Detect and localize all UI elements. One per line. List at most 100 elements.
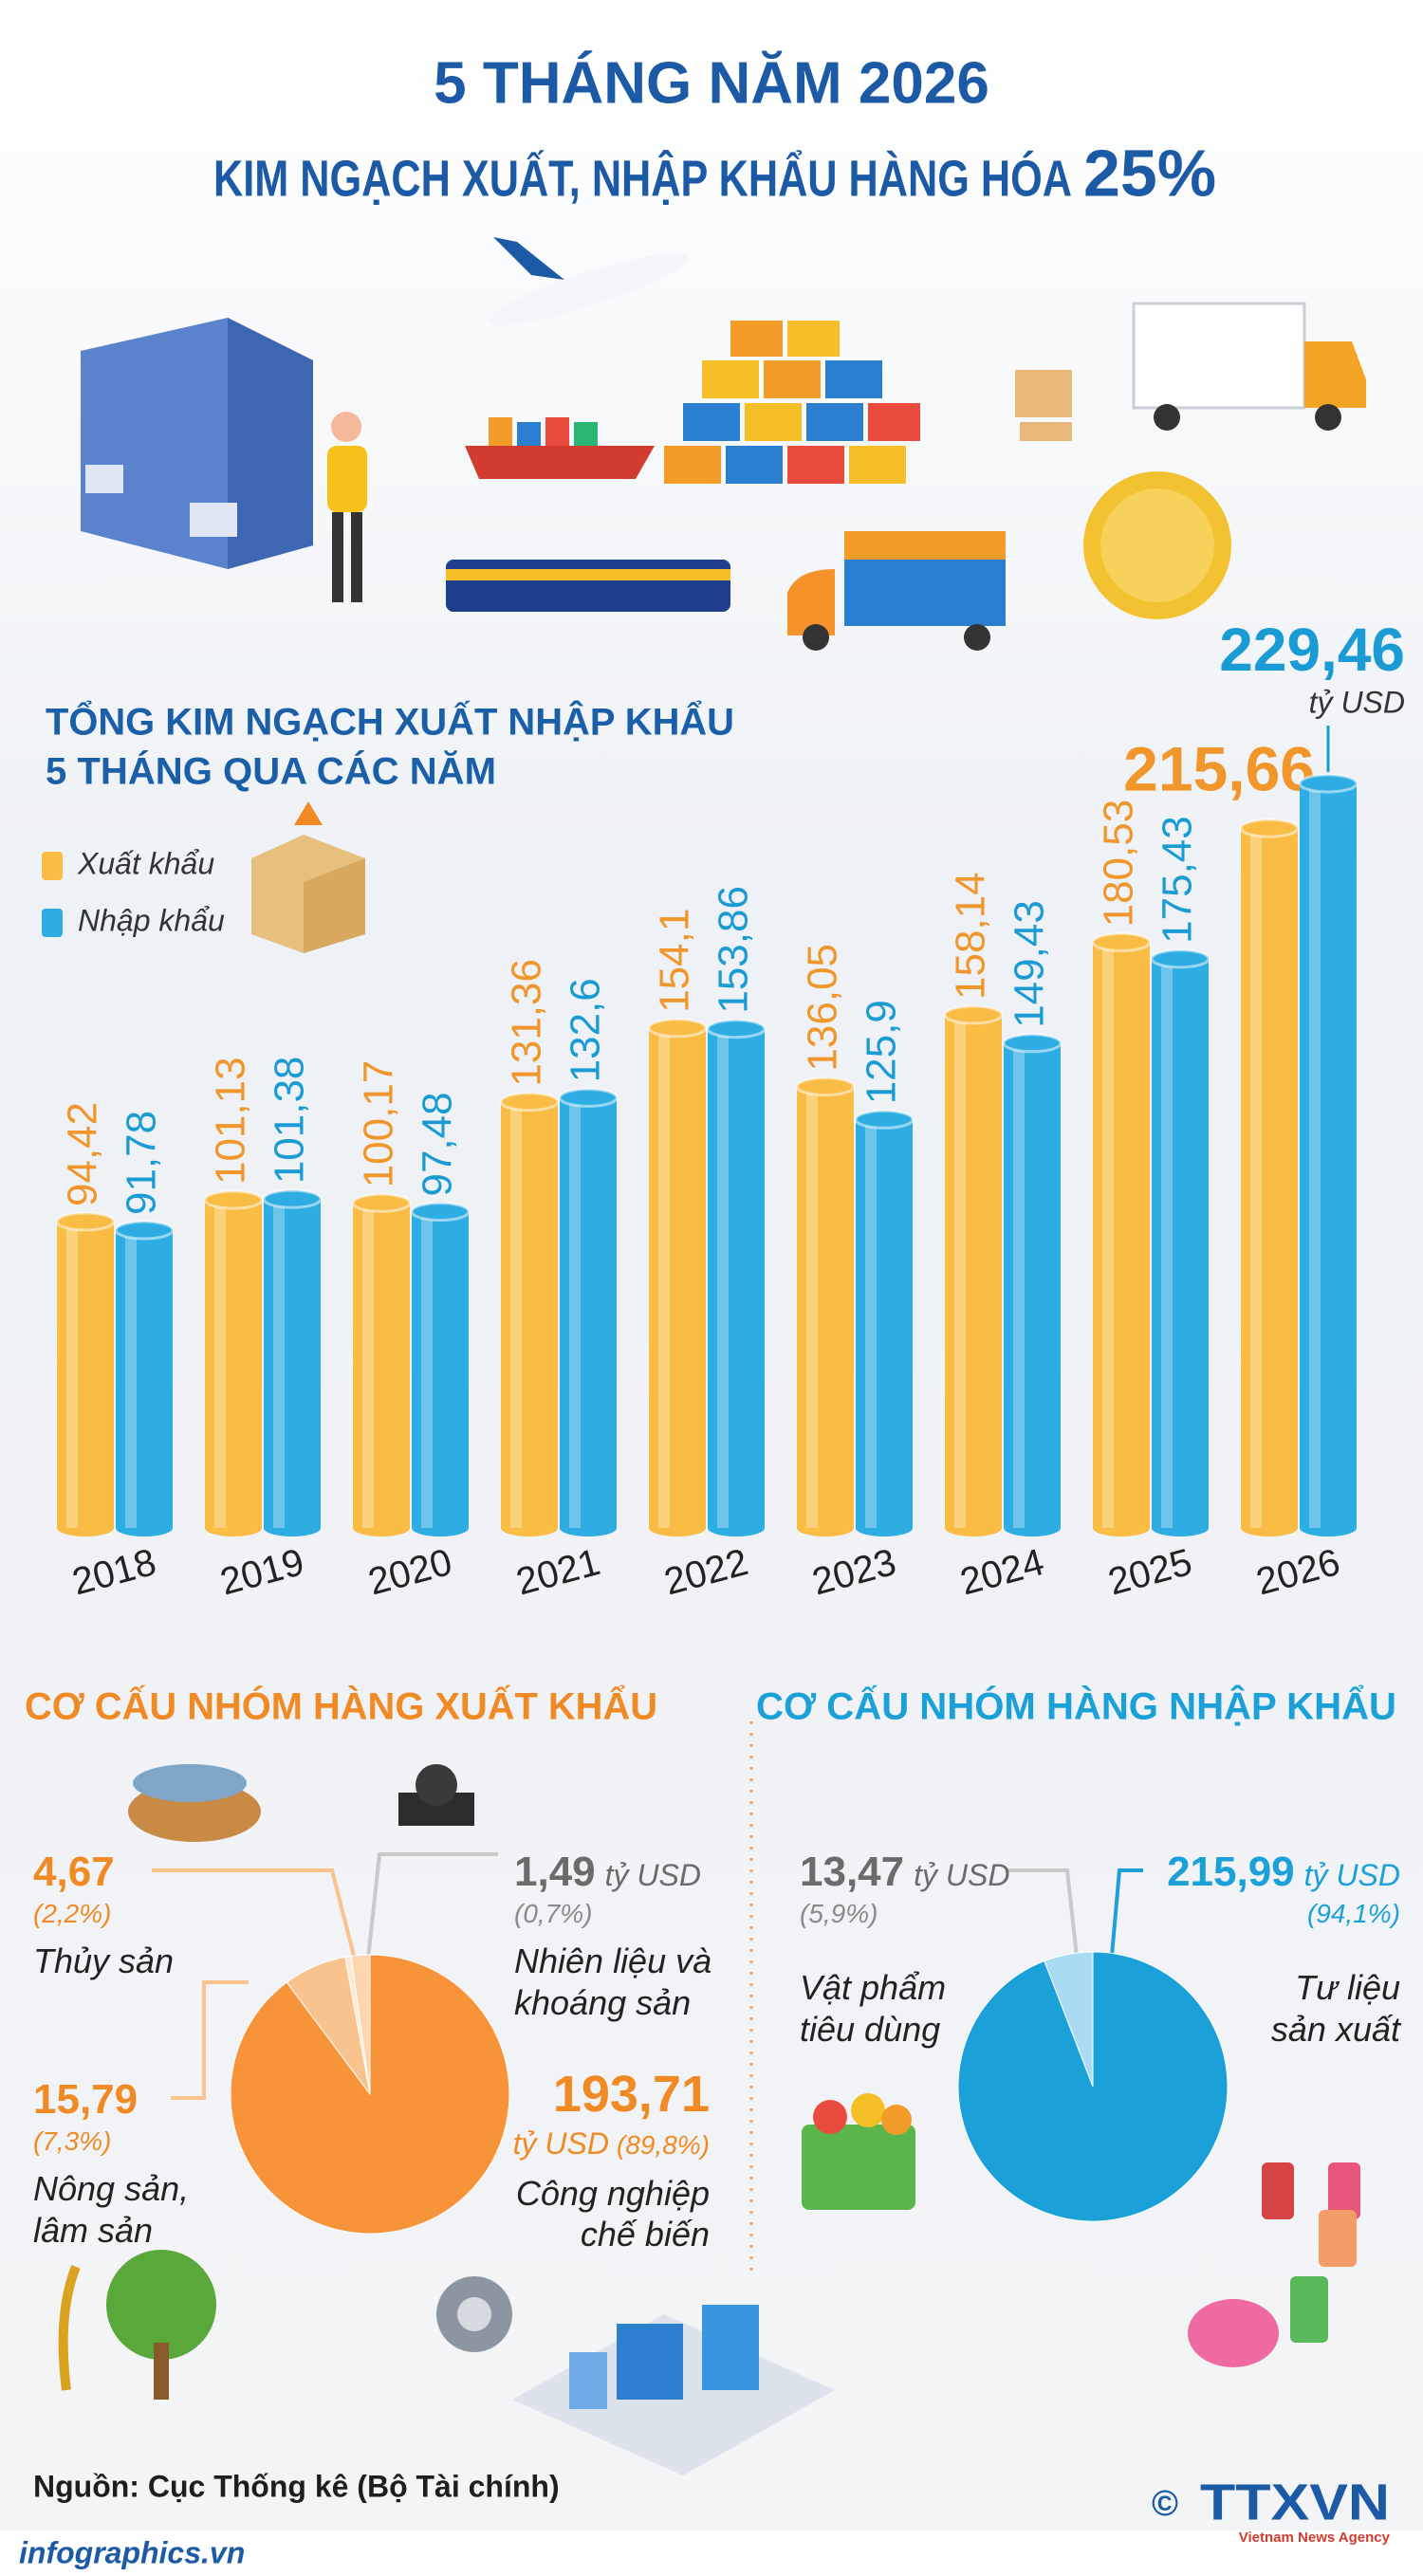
value-row: 215,99 tỷ USD — [1167, 1848, 1400, 1898]
bar-shine — [1250, 828, 1262, 1528]
category-label: Vật phẩm tiêu dùng — [800, 1968, 947, 2049]
legend-label: Nhập khẩu — [78, 903, 225, 937]
value-label: 131,36 — [504, 959, 550, 1087]
bar — [1300, 783, 1357, 1528]
slice-label: 193,71 tỷ USD (89,8%) Công nghiệp chế biến — [513, 2064, 710, 2255]
value-label: 215,99 — [1167, 1849, 1295, 1895]
pie-title: CƠ CẤU NHÓM HÀNG XUẤT KHẨU — [25, 1684, 657, 1728]
bar — [649, 1027, 706, 1528]
bar — [856, 1119, 913, 1528]
slice-label: 4,67 (2,2%) Thủy sản — [33, 1848, 174, 1982]
bar — [116, 1230, 173, 1528]
bar — [353, 1203, 410, 1528]
bar-shine — [273, 1199, 285, 1528]
unit-label: tỷ USD — [512, 2125, 609, 2161]
bar-cap — [351, 1192, 412, 1213]
share-label: (94,1%) — [1306, 1898, 1400, 1928]
share-row: tỷ USD (89,8%) — [513, 2125, 710, 2162]
value-label: 153,86 — [711, 886, 757, 1014]
value-label: 154,1 — [652, 909, 698, 1013]
unit-label: tỷ USD — [914, 1858, 1010, 1892]
value-label: 180,53 — [1096, 800, 1142, 928]
bar-cap — [854, 1109, 915, 1130]
bar-shine — [865, 1119, 877, 1528]
illustration — [81, 237, 1366, 953]
value-label: 229,46 — [1219, 616, 1405, 684]
bar-cap — [647, 1018, 708, 1039]
value-label: 158,14 — [948, 872, 994, 1000]
slice-label: 15,79 (7,3%) Nông sản, lâm sản — [33, 2075, 189, 2251]
bar — [501, 1101, 558, 1528]
value-label: 132,6 — [563, 978, 609, 1082]
pie-title: CƠ CẤU NHÓM HÀNG NHẬP KHẨU — [756, 1684, 1396, 1728]
footer-band — [0, 2530, 1423, 2576]
bar-cap — [1091, 931, 1152, 952]
bar-shine — [1102, 942, 1114, 1528]
headline: KIM NGẠCH XUẤT, NHẬP KHẨU HÀNG HÓA — [213, 149, 1072, 207]
bar-shine — [510, 1101, 522, 1528]
value-label: 100,17 — [356, 1060, 402, 1188]
bar-shine — [806, 1086, 818, 1528]
bar — [560, 1097, 617, 1528]
bar-shine — [1161, 958, 1173, 1528]
share-label: (7,3%) — [33, 2125, 112, 2156]
bar — [412, 1211, 469, 1528]
value-label: 136,05 — [800, 944, 846, 1072]
source: Nguồn: Cục Thống kê (Bộ Tài chính) — [33, 2469, 560, 2503]
value-row: 13,47 tỷ USD — [800, 1848, 1009, 1898]
bar-shine — [1013, 1042, 1025, 1528]
bar — [797, 1086, 854, 1528]
share-label: (5,9%) — [800, 1898, 878, 1928]
slice-label: 1,49 tỷ USD (0,7%) Nhiên liệu và khoáng sản — [514, 1848, 712, 2023]
copyright: © — [1152, 2484, 1178, 2524]
slice-label: 215,99 tỷ USD (94,1%) Tư liệu sản xuất — [1167, 1848, 1400, 2050]
value-label: 175,43 — [1155, 816, 1201, 944]
bar-cap — [558, 1087, 619, 1108]
value-label: 4,67 — [33, 1849, 115, 1895]
category-label: Thủy sản — [33, 1941, 175, 1981]
unit-label: tỷ USD — [604, 1858, 701, 1892]
value-label: 149,43 — [1007, 900, 1053, 1028]
bar-cap — [1239, 818, 1300, 838]
share-row: (94,1%) — [1167, 1898, 1400, 1930]
chart-title: TỔNG KIM NGẠCH XUẤT NHẬP KHẨU — [46, 699, 734, 744]
leader-lines — [152, 1852, 1143, 2100]
share-row: (5,9%) — [800, 1898, 1009, 1930]
site: infographics.vn — [19, 2535, 245, 2569]
share-label: (0,7%) — [514, 1898, 593, 1928]
bar-cap — [55, 1211, 116, 1232]
bar-shine — [214, 1200, 226, 1528]
slice-label: 13,47 tỷ USD (5,9%) Vật phẩm tiêu dùng — [800, 1848, 1009, 2050]
bar — [264, 1199, 321, 1528]
value-label: 101,38 — [267, 1057, 313, 1185]
bar-cap — [795, 1076, 856, 1097]
legend-swatch — [42, 852, 63, 880]
bar-shine — [362, 1203, 374, 1528]
unit-label: tỷ USD — [1309, 685, 1405, 719]
value-row: 4,67 — [33, 1848, 174, 1898]
bar-shine — [66, 1221, 78, 1528]
bar-shine — [421, 1211, 433, 1528]
share-row: (2,2%) — [33, 1898, 174, 1930]
value-label: 15,79 — [33, 2076, 139, 2123]
agency-logo: TTXVN — [1200, 2474, 1390, 2530]
bar-cap — [203, 1189, 264, 1210]
bar — [57, 1221, 114, 1528]
bar — [945, 1014, 1002, 1528]
pie-slice — [957, 1951, 1229, 2222]
legend-swatch — [42, 909, 63, 937]
bar-shine — [125, 1230, 137, 1528]
bar — [708, 1028, 765, 1528]
category-label: Công nghiệp chế biến — [515, 2174, 710, 2254]
bar-cap — [499, 1092, 560, 1113]
bar — [1152, 958, 1209, 1528]
illustration — [58, 1764, 1360, 2475]
chart-subtitle: 5 THÁNG QUA CÁC NĂM — [46, 750, 496, 793]
category-label: Nông sản, lâm sản — [33, 2169, 190, 2250]
pie-slice — [230, 1954, 510, 2235]
bar-shine — [954, 1014, 966, 1528]
value-row: 193,71 — [513, 2064, 710, 2125]
share-label: (89,8%) — [616, 2129, 710, 2160]
